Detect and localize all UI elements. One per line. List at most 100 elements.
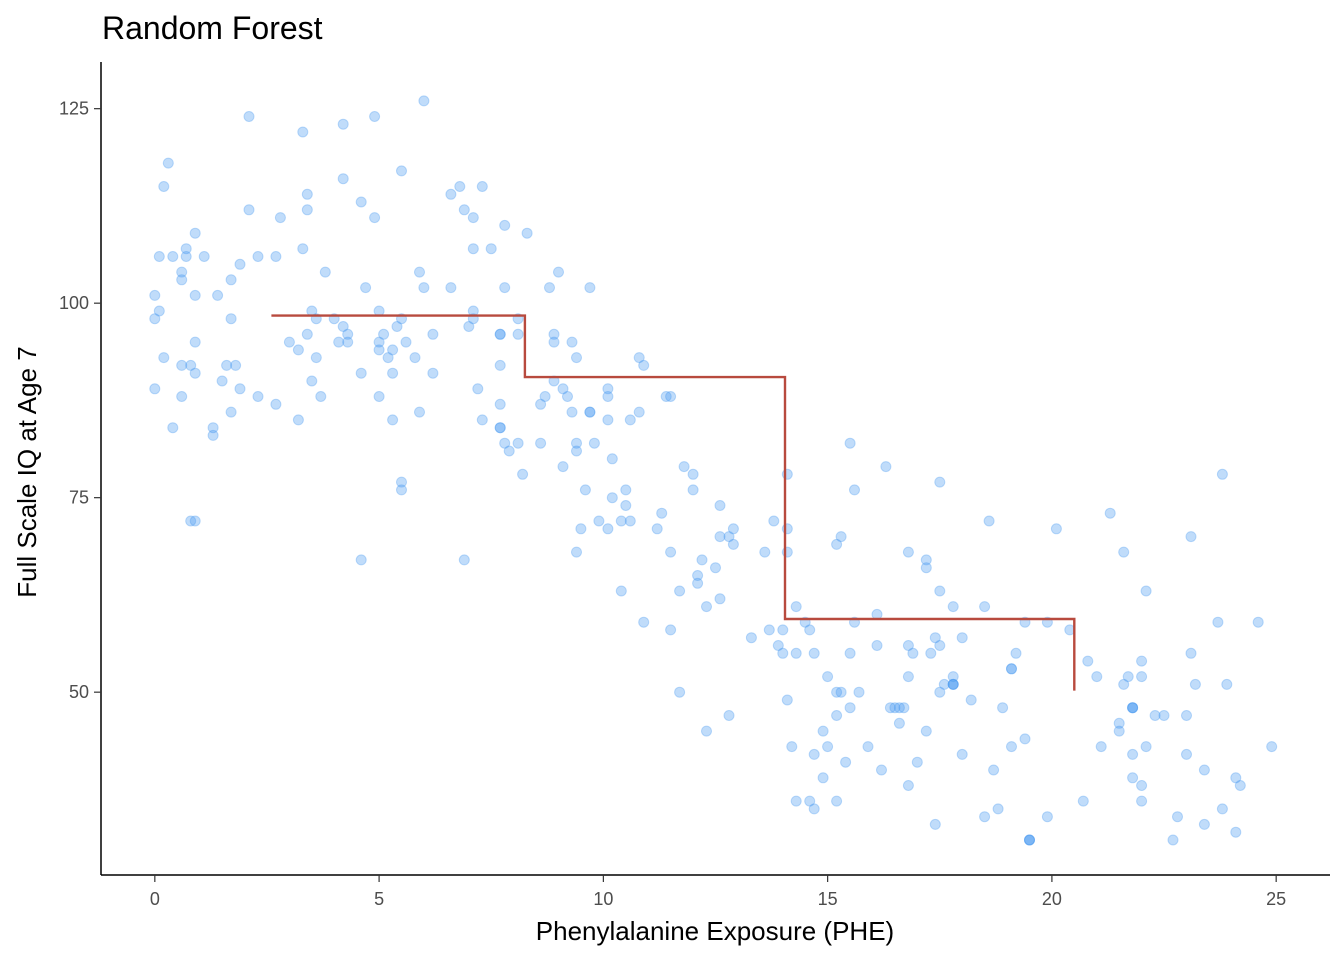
data-point xyxy=(167,251,179,262)
data-point xyxy=(920,562,932,574)
data-point xyxy=(593,515,605,527)
data-point xyxy=(1198,764,1210,776)
data-point xyxy=(1212,616,1224,628)
data-point xyxy=(158,352,170,364)
data-point xyxy=(1252,616,1264,628)
data-point xyxy=(387,367,399,379)
data-point xyxy=(243,204,255,216)
data-point xyxy=(369,212,381,224)
data-point xyxy=(656,507,668,519)
data-point xyxy=(956,632,968,644)
data-point xyxy=(494,328,506,340)
data-point xyxy=(714,593,726,605)
data-point xyxy=(1122,671,1134,683)
data-point xyxy=(252,251,264,262)
data-point xyxy=(777,624,789,636)
data-point xyxy=(1136,795,1148,807)
data-point xyxy=(786,741,798,753)
scatter-points xyxy=(149,95,1278,846)
data-point xyxy=(499,437,511,449)
data-point xyxy=(898,702,910,714)
x-tick-label: 0 xyxy=(150,889,160,909)
data-point xyxy=(687,468,699,480)
data-point xyxy=(606,453,618,465)
data-point xyxy=(840,756,852,768)
data-point xyxy=(301,328,313,340)
data-point xyxy=(476,181,488,192)
data-point xyxy=(584,406,596,418)
data-point xyxy=(1172,811,1183,823)
data-point xyxy=(373,344,385,356)
data-point xyxy=(445,282,457,294)
data-point xyxy=(777,647,789,659)
data-point xyxy=(808,748,820,760)
data-point xyxy=(517,468,529,480)
data-point xyxy=(804,795,816,807)
data-point xyxy=(149,289,161,301)
data-point xyxy=(880,461,892,473)
data-point xyxy=(467,243,479,255)
data-point xyxy=(387,414,399,426)
data-point xyxy=(638,616,650,628)
data-point xyxy=(512,437,524,449)
data-point xyxy=(539,391,551,402)
data-point xyxy=(584,406,596,418)
data-point xyxy=(1104,507,1116,519)
data-point xyxy=(772,640,784,651)
data-point xyxy=(414,406,425,418)
data-point xyxy=(1185,531,1197,543)
data-point xyxy=(678,461,690,473)
data-point xyxy=(553,266,564,278)
data-point xyxy=(862,741,874,753)
data-point xyxy=(876,764,887,776)
data-point xyxy=(216,375,228,387)
data-point xyxy=(615,515,627,527)
data-point xyxy=(1024,834,1035,846)
data-point xyxy=(1136,780,1148,791)
x-tick-label: 15 xyxy=(818,889,838,909)
data-point xyxy=(337,118,349,130)
y-tick-label: 125 xyxy=(59,99,89,119)
data-point xyxy=(979,811,991,823)
data-point xyxy=(584,282,596,294)
data-point xyxy=(176,266,188,278)
data-point xyxy=(292,344,304,356)
data-point xyxy=(499,282,511,294)
data-point xyxy=(252,391,264,402)
data-point xyxy=(548,336,560,348)
data-point xyxy=(378,328,390,340)
data-point xyxy=(902,780,914,791)
data-point xyxy=(355,367,367,379)
data-point xyxy=(947,671,959,683)
data-point xyxy=(1181,710,1192,721)
data-point xyxy=(301,188,313,200)
data-point xyxy=(665,391,677,402)
x-tick-label: 25 xyxy=(1266,889,1286,909)
data-point xyxy=(548,328,560,340)
data-point xyxy=(167,422,179,434)
y-axis-title: Full Scale IQ at Age 7 xyxy=(12,346,42,597)
data-point xyxy=(934,686,946,698)
data-point xyxy=(566,336,578,348)
data-point xyxy=(333,336,345,348)
y-tick-label: 100 xyxy=(59,293,89,313)
data-point xyxy=(979,601,991,613)
data-point xyxy=(822,671,834,683)
data-point xyxy=(458,554,470,566)
data-point xyxy=(1136,655,1148,667)
data-point xyxy=(768,515,780,527)
data-point xyxy=(382,352,394,364)
data-point xyxy=(1024,834,1035,846)
data-point xyxy=(1127,702,1139,714)
data-point xyxy=(808,647,820,659)
data-point xyxy=(925,647,937,659)
data-point xyxy=(947,678,959,690)
data-point xyxy=(997,702,1009,714)
data-point xyxy=(1006,741,1017,753)
data-point xyxy=(1266,741,1278,753)
y-tick-label: 50 xyxy=(69,682,89,702)
data-point xyxy=(306,375,318,387)
data-point xyxy=(373,336,385,348)
data-point xyxy=(701,601,712,613)
data-point xyxy=(579,484,591,496)
